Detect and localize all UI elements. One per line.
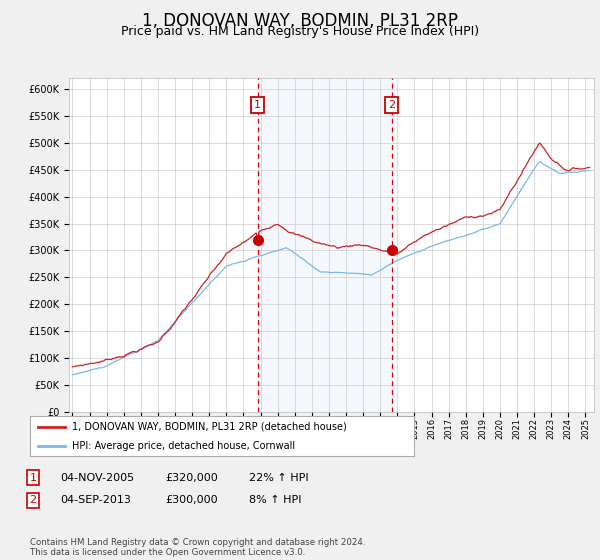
Text: £300,000: £300,000: [165, 495, 218, 505]
Text: £320,000: £320,000: [165, 473, 218, 483]
Text: 04-SEP-2013: 04-SEP-2013: [60, 495, 131, 505]
Text: 2: 2: [388, 100, 395, 110]
Text: 8% ↑ HPI: 8% ↑ HPI: [249, 495, 302, 505]
Text: 1, DONOVAN WAY, BODMIN, PL31 2RP: 1, DONOVAN WAY, BODMIN, PL31 2RP: [142, 12, 458, 30]
Text: 04-NOV-2005: 04-NOV-2005: [60, 473, 134, 483]
Text: Contains HM Land Registry data © Crown copyright and database right 2024.
This d: Contains HM Land Registry data © Crown c…: [30, 538, 365, 557]
Text: 1: 1: [29, 473, 37, 483]
Text: 1, DONOVAN WAY, BODMIN, PL31 2RP (detached house): 1, DONOVAN WAY, BODMIN, PL31 2RP (detach…: [72, 422, 347, 432]
Text: HPI: Average price, detached house, Cornwall: HPI: Average price, detached house, Corn…: [72, 441, 295, 450]
Text: 1: 1: [254, 100, 261, 110]
Text: Price paid vs. HM Land Registry's House Price Index (HPI): Price paid vs. HM Land Registry's House …: [121, 25, 479, 38]
Text: 2: 2: [29, 495, 37, 505]
Text: 22% ↑ HPI: 22% ↑ HPI: [249, 473, 308, 483]
Bar: [258, 78, 392, 412]
